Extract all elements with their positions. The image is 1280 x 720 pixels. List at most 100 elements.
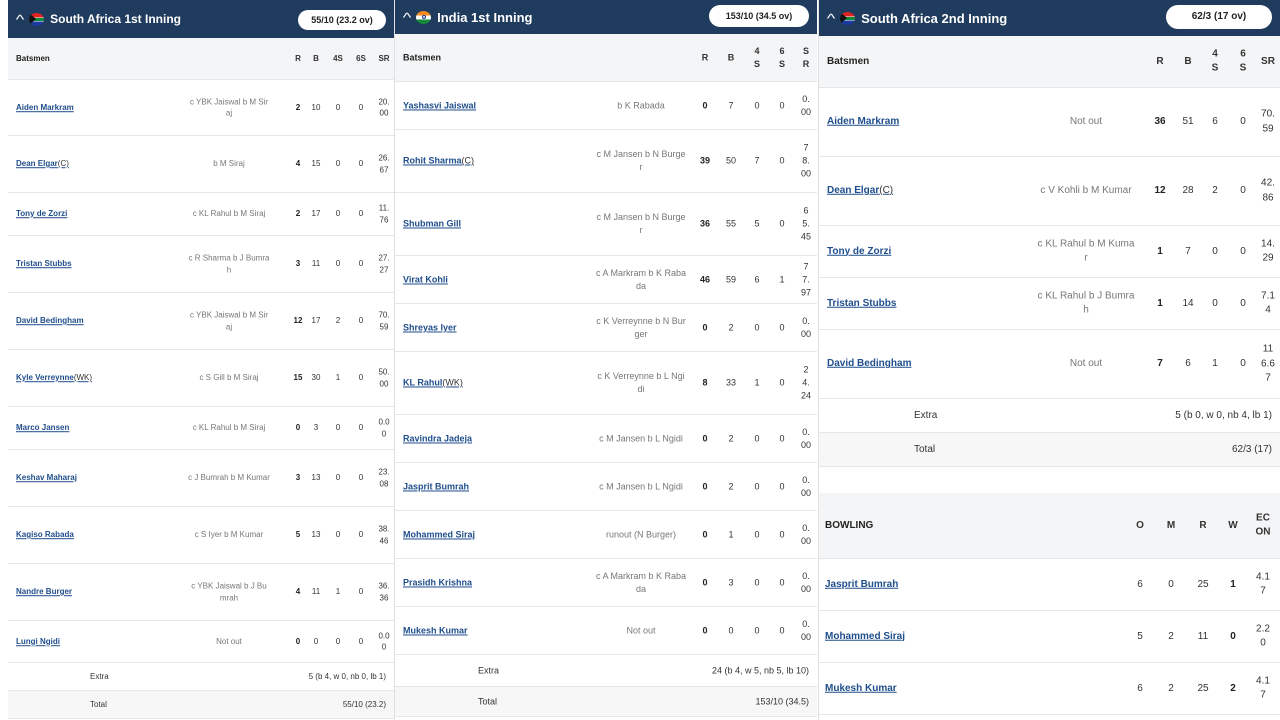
batsman-name[interactable]: Mukesh Kumar xyxy=(403,624,468,635)
batsman-name-link[interactable]: David Bedingham xyxy=(16,315,84,327)
batsman-name[interactable]: Keshav Maharaj xyxy=(16,473,77,483)
batsman-name-link[interactable]: Shreyas Iyer xyxy=(403,321,457,334)
strike-rate-value: 0.00 xyxy=(800,474,811,498)
bowler-name-link[interactable]: Mukesh Kumar xyxy=(825,682,897,694)
inning-header[interactable]: ^ South Africa 2nd Inning 62/3 (17 ov) xyxy=(819,0,1280,36)
balls-value: 11 xyxy=(311,259,321,269)
batsman-name[interactable]: Tony de Zorzi xyxy=(16,209,68,219)
batsman-name-link[interactable]: Aiden Markram xyxy=(827,115,899,130)
batsman-name-link[interactable]: David Bedingham xyxy=(827,357,911,372)
batsman-name[interactable]: KL Rahul xyxy=(403,377,443,388)
bowler-name-link[interactable]: Mohammed Siraj xyxy=(825,630,906,642)
inning-panel-sa-2: ^ South Africa 2nd Inning 62/3 (17 ov) Bats… xyxy=(818,0,1280,720)
batsman-name[interactable]: Dean Elgar xyxy=(16,159,58,169)
total-label: Total xyxy=(914,443,936,455)
sixes-value: 0 xyxy=(358,316,364,326)
batsman-row: Prasidh Krishna c A Markram b K Rabada 0 3 0… xyxy=(395,559,817,607)
south-africa-flag-icon xyxy=(840,11,856,25)
batsman-name-link[interactable]: Aiden Markram xyxy=(16,102,74,114)
batsman-name[interactable]: Kagiso Rabada xyxy=(16,530,74,540)
batsman-name-link[interactable]: Nandre Burger xyxy=(16,586,72,598)
batsman-name-link[interactable]: Yashasvi Jaiswal xyxy=(403,99,476,112)
batting-header-row: Batsmen R B 4S 6S SR xyxy=(395,34,817,82)
col-batsmen-header: Batsmen xyxy=(827,55,870,67)
batsman-name-link[interactable]: Mohammed Siraj xyxy=(403,528,475,541)
runs-value: 15 xyxy=(293,373,303,383)
batsman-name[interactable]: Virat Kohli xyxy=(403,273,448,284)
batsman-name[interactable]: Tristan Stubbs xyxy=(827,297,897,309)
batsman-name-link[interactable]: Rohit Sharma(C) xyxy=(403,154,474,167)
batsman-name-link[interactable]: Marco Jansen xyxy=(16,422,69,434)
batsman-name[interactable]: Yashasvi Jaiswal xyxy=(403,99,477,110)
strike-rate-value: 0.00 xyxy=(800,426,811,450)
chevron-up-icon[interactable]: ^ xyxy=(402,9,412,25)
fours-value: 0 xyxy=(335,102,341,112)
fours-value: 1 xyxy=(335,373,341,383)
batsman-name-link[interactable]: Tony de Zorzi xyxy=(16,208,67,220)
batsman-name-link[interactable]: Lungi Ngidi xyxy=(16,636,60,648)
balls-value: 6 xyxy=(1185,357,1191,369)
strike-rate-value: 24.24 xyxy=(800,364,811,401)
batsman-name[interactable]: Marco Jansen xyxy=(16,423,70,433)
strike-rate-value: 23.08 xyxy=(378,467,390,488)
batsman-name[interactable]: Mohammed Siraj xyxy=(403,528,476,539)
fours-value: 2 xyxy=(335,316,341,326)
bowling-section-title: BOWLING xyxy=(825,519,874,531)
batsman-name-link[interactable]: Virat Kohli xyxy=(403,273,448,286)
chevron-up-icon[interactable]: ^ xyxy=(826,10,836,26)
batsman-name[interactable]: Jasprit Bumrah xyxy=(403,480,470,491)
batsman-name[interactable]: Lungi Ngidi xyxy=(16,636,60,646)
batsman-name[interactable]: Kyle Verreynne xyxy=(16,373,74,383)
batsman-name-link[interactable]: Prasidh Krishna xyxy=(403,576,472,589)
extras-row: Extra 24 (b 4, w 5, nb 5, lb 10) xyxy=(395,655,817,687)
batsman-name[interactable]: Aiden Markram xyxy=(16,102,74,112)
batsman-name-link[interactable]: Dean Elgar(C) xyxy=(16,158,69,170)
batsman-name[interactable]: Tony de Zorzi xyxy=(827,245,892,257)
strike-rate-value: 65.45 xyxy=(800,205,811,242)
sixes-value: 0 xyxy=(1240,115,1246,127)
batsman-name[interactable]: Aiden Markram xyxy=(827,115,900,127)
col-wickets-header: W xyxy=(1228,519,1238,531)
batsman-name-link[interactable]: Shubman Gill xyxy=(403,217,461,230)
batsman-name[interactable]: Rohit Sharma xyxy=(403,155,462,166)
batsman-name[interactable]: Tristan Stubbs xyxy=(16,259,72,269)
batsman-name[interactable]: David Bedingham xyxy=(16,316,84,326)
batsman-name-link[interactable]: Ravindra Jadeja xyxy=(403,432,472,445)
sixes-value: 0 xyxy=(358,423,364,433)
batsman-name[interactable]: Ravindra Jadeja xyxy=(403,432,473,443)
batsman-name-link[interactable]: KL Rahul(WK) xyxy=(403,376,463,389)
batsman-name-link[interactable]: Kyle Verreynne(WK) xyxy=(16,372,92,384)
batsman-name-link[interactable]: Tony de Zorzi xyxy=(827,244,891,259)
batsman-name-link[interactable]: Dean Elgar(C) xyxy=(827,184,893,199)
bowler-name-link[interactable]: Jasprit Bumrah xyxy=(825,578,899,590)
strike-rate-value: 50.00 xyxy=(378,367,390,388)
balls-value: 2 xyxy=(728,321,734,332)
batsman-name[interactable]: Shreyas Iyer xyxy=(403,321,457,332)
runs-value: 7 xyxy=(1157,357,1163,369)
batsman-name-link[interactable]: Tristan Stubbs xyxy=(827,296,896,311)
batsman-row: Keshav Maharaj c J Bumrah b M Kumar 3 13 0 0 2… xyxy=(8,450,394,507)
batsman-name[interactable]: Prasidh Krishna xyxy=(403,576,473,587)
inning-header[interactable]: ^ India 1st Inning 153/10 (34.5 ov) xyxy=(395,0,817,34)
runs-value: 2 xyxy=(295,209,301,219)
batsman-name[interactable]: Shubman Gill xyxy=(403,218,462,229)
dismissal-text: c M Jansen b N Burger xyxy=(596,211,686,235)
batsman-name-link[interactable]: Jasprit Bumrah xyxy=(403,480,469,493)
batsman-name-link[interactable]: Tristan Stubbs xyxy=(16,258,72,270)
batsman-row: Dean Elgar(C) b M Siraj 4 15 0 0 26.67 xyxy=(8,136,394,193)
batsman-name[interactable]: Nandre Burger xyxy=(16,587,73,597)
sixes-value: 1 xyxy=(779,273,785,284)
batsman-name-link[interactable]: Mukesh Kumar xyxy=(403,624,468,637)
fours-value: 0 xyxy=(754,528,760,539)
batsman-name[interactable]: Dean Elgar xyxy=(827,184,880,196)
fours-value: 6 xyxy=(754,273,760,284)
col-balls-header: B xyxy=(1184,55,1192,67)
batsman-name-link[interactable]: Keshav Maharaj xyxy=(16,472,77,484)
inning-header[interactable]: ^ South Africa 1st Inning 55/10 (23.2 ov) xyxy=(8,0,394,38)
strike-rate-value: 78.00 xyxy=(800,142,811,179)
strike-rate-value: 38.46 xyxy=(378,524,390,545)
batsman-name[interactable]: David Bedingham xyxy=(827,357,912,369)
balls-value: 13 xyxy=(311,530,321,540)
batsman-name-link[interactable]: Kagiso Rabada xyxy=(16,529,74,541)
chevron-up-icon[interactable]: ^ xyxy=(15,11,25,27)
